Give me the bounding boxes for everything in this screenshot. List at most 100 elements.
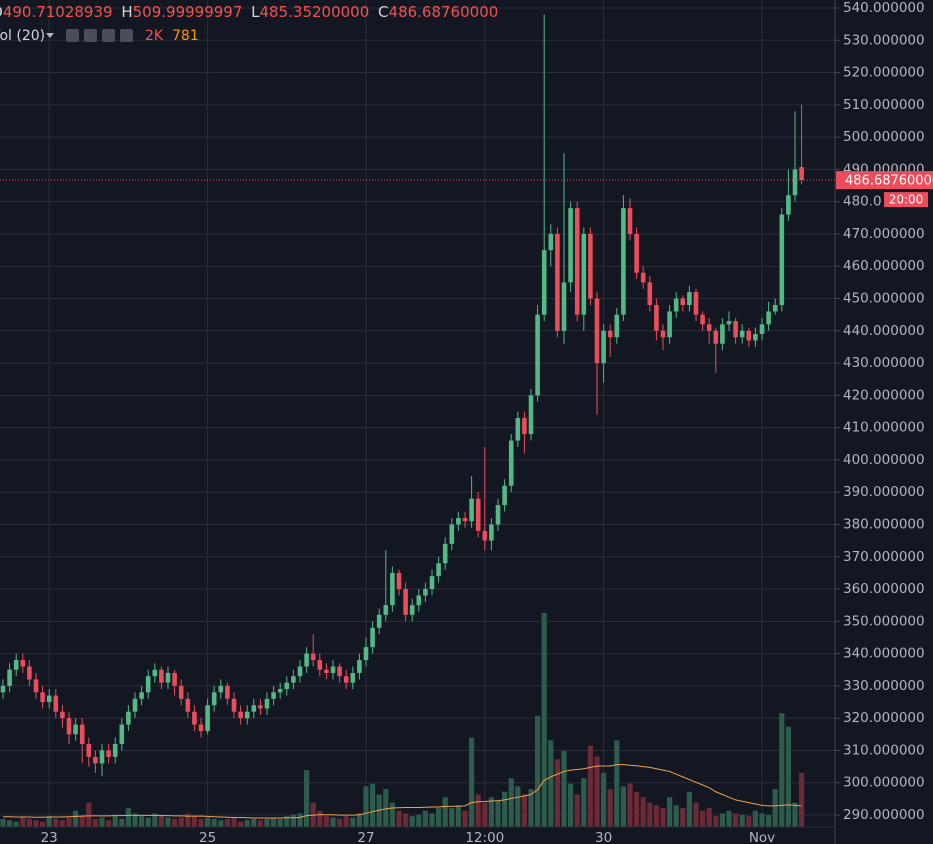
volume-bar (92, 818, 98, 827)
volume-bar (785, 726, 791, 827)
candle-body (271, 692, 276, 699)
candle-body (343, 676, 349, 683)
candle-body (277, 689, 283, 693)
volume-bar (112, 814, 118, 827)
volume-bar (337, 818, 343, 827)
volume-bar (350, 817, 356, 827)
volume-bar (264, 818, 270, 827)
candle-body (508, 440, 514, 486)
volume-bar (693, 802, 699, 827)
candle-body (759, 324, 765, 335)
volume-bar (158, 814, 164, 827)
candle-body (786, 195, 791, 215)
grid (0, 0, 835, 827)
candle-body (436, 563, 441, 577)
candles (0, 14, 804, 777)
y-tick-label: 420.000000 (843, 387, 925, 403)
volume-bar (26, 818, 32, 827)
y-tick-label: 300.000000 (843, 775, 925, 791)
volume-bar (739, 814, 745, 827)
candle-body (178, 685, 184, 699)
volume-bar (653, 805, 659, 827)
y-tick-label: 430.000000 (843, 355, 925, 371)
add-icon[interactable] (102, 29, 115, 42)
candle-body (251, 705, 257, 712)
price-tags: 486.68760000 20:00 (0, 171, 933, 209)
y-tick-label: 310.000000 (843, 742, 925, 758)
y-tick-label: 440.000000 (843, 323, 925, 339)
candle-body (132, 698, 138, 712)
candle-body (667, 311, 672, 338)
volume-bar (330, 817, 336, 827)
close-icon[interactable] (120, 29, 133, 42)
settings-icon[interactable] (84, 29, 97, 42)
candle-body (40, 692, 45, 703)
candle-body (429, 576, 435, 590)
volume-bar (680, 808, 686, 827)
x-tick-label: 25 (199, 830, 216, 844)
volume-bar (125, 808, 131, 827)
volume-bar (766, 814, 772, 827)
volume-bar (581, 778, 587, 827)
volume-bar (244, 820, 250, 827)
eye-icon[interactable] (66, 29, 79, 42)
volume-bar (172, 818, 178, 827)
candle-body (541, 250, 547, 315)
volume-bar (627, 783, 633, 827)
volume-bar (79, 816, 85, 827)
candle-body (363, 647, 369, 661)
candle-body (535, 314, 540, 396)
candle-body (205, 705, 210, 732)
volume-bar (106, 820, 112, 827)
y-tick-label: 450.000000 (843, 291, 925, 307)
volume-bar (304, 770, 310, 827)
candle-body (396, 572, 402, 590)
volume-bar (20, 817, 26, 827)
volume-bar (257, 820, 263, 827)
volume-bar (759, 813, 765, 827)
candle-body (172, 672, 177, 686)
volume-pane (0, 612, 805, 827)
candle-body (264, 698, 270, 709)
volume-ma-line (3, 764, 802, 819)
x-tick-label: 12:00 (465, 830, 504, 844)
dropdown-arrow[interactable] (46, 33, 54, 38)
volume-bar (218, 820, 224, 827)
volume-bar (482, 802, 488, 827)
volume-bar (752, 810, 758, 827)
volume-bar (601, 772, 607, 827)
candle-body (588, 233, 593, 299)
y-tick-label: 390.000000 (843, 484, 925, 500)
candle-body (687, 292, 692, 305)
last-price-tag (836, 171, 933, 190)
volume-bar (449, 808, 455, 827)
legend-value: 485.35200000 (260, 3, 370, 21)
volume-bar (73, 810, 79, 827)
volume-bar (719, 813, 725, 827)
candle-body (700, 314, 705, 325)
candle-body (680, 298, 686, 305)
volume-bar (191, 816, 197, 827)
volume-bar (185, 813, 191, 827)
candle-body (753, 334, 758, 341)
candle-body (462, 518, 468, 522)
candle-body (416, 595, 422, 606)
volume-bar (667, 797, 673, 827)
candle-body (211, 692, 217, 706)
candle-body (693, 292, 699, 315)
candle-body (192, 711, 197, 725)
candle-body (456, 518, 461, 525)
candle-body (291, 676, 296, 683)
volume-bar (508, 778, 514, 827)
candle-body (53, 695, 59, 712)
y-tick-label: 340.000000 (843, 646, 925, 662)
volume-bar (403, 813, 409, 827)
legend-value: 486.68760000 (389, 3, 499, 21)
study-icons[interactable] (66, 29, 133, 42)
candle-body (621, 208, 626, 315)
y-tick-label: 470.000000 (843, 226, 925, 242)
legend-label: C (378, 3, 388, 21)
volume-bar (389, 802, 395, 827)
volume-bar (132, 813, 138, 827)
candle-body (409, 605, 415, 615)
